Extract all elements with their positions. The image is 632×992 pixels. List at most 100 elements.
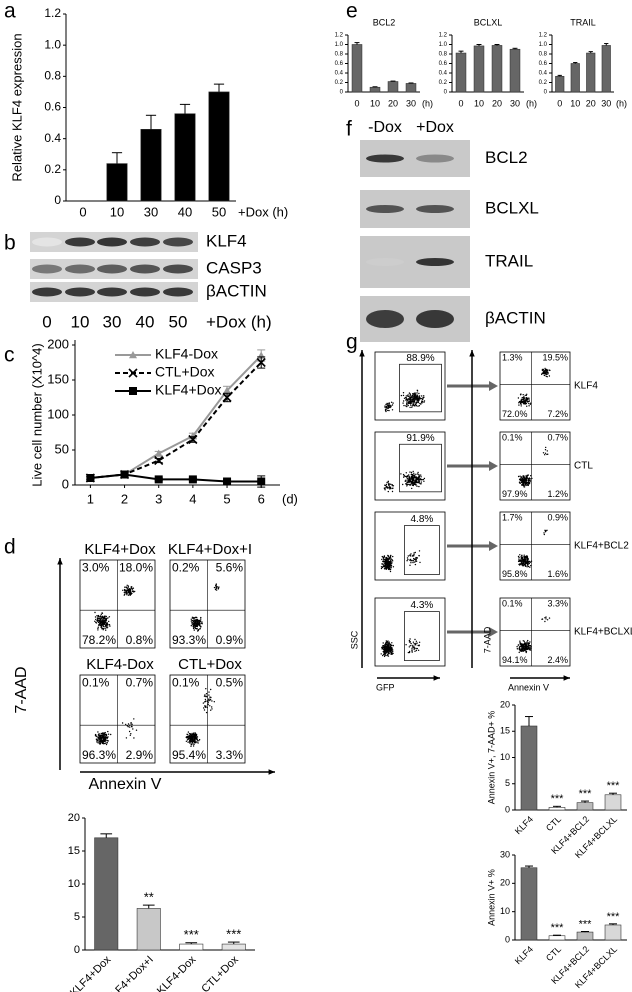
event-dot xyxy=(96,615,98,617)
event-dot xyxy=(524,479,527,482)
event-dot xyxy=(385,483,388,486)
event-dot xyxy=(412,393,414,395)
bar xyxy=(140,129,162,202)
flow-axis-label: 7-AAD xyxy=(482,626,492,653)
event-dot xyxy=(194,621,196,623)
bar xyxy=(570,63,580,93)
event-dot xyxy=(98,617,100,620)
event-dot xyxy=(416,398,418,401)
flow-row-label: CTL xyxy=(574,461,593,472)
event-dot xyxy=(127,585,130,587)
event-dot xyxy=(524,484,526,486)
quadrant-percent: 0.5% xyxy=(216,676,244,690)
event-dot xyxy=(384,558,386,560)
event-dot xyxy=(520,401,522,403)
chart-title: BCLXL xyxy=(474,17,503,27)
blot-band xyxy=(163,237,193,247)
event-dot xyxy=(104,627,106,630)
event-dot xyxy=(529,561,532,563)
y-tick-label: 15 xyxy=(68,845,80,857)
event-dot xyxy=(524,563,527,565)
y-tick-label: 0.4 xyxy=(335,71,344,77)
y-tick-label: 20 xyxy=(500,699,510,709)
event-dot xyxy=(519,482,521,484)
event-dot xyxy=(417,473,419,475)
event-dot xyxy=(411,559,413,562)
event-dot xyxy=(392,652,394,655)
gate-percent: 4.3% xyxy=(411,600,434,611)
event-dot xyxy=(96,617,99,619)
event-dot xyxy=(418,474,420,476)
event-dot xyxy=(203,707,205,709)
event-dot xyxy=(417,649,420,651)
event-dot xyxy=(549,369,551,372)
significance: *** xyxy=(184,927,199,942)
event-dot xyxy=(415,640,418,642)
event-dot xyxy=(522,394,524,396)
event-dot xyxy=(528,402,530,405)
event-dot xyxy=(200,616,202,619)
event-dot xyxy=(195,738,198,740)
event-dot xyxy=(408,483,410,486)
event-dot xyxy=(410,404,412,406)
y-tick-label: 30 xyxy=(500,849,510,859)
event-dot xyxy=(527,561,529,563)
event-dot xyxy=(410,555,412,557)
legend-label: CTL+Dox xyxy=(155,364,215,380)
event-dot xyxy=(194,626,196,628)
flow-title: KLF4-Dox xyxy=(86,656,154,673)
arrow-head xyxy=(359,350,365,357)
event-dot xyxy=(190,745,192,747)
event-dot xyxy=(518,560,521,562)
event-dot xyxy=(412,397,414,399)
event-dot xyxy=(390,401,393,403)
event-dot xyxy=(389,404,391,406)
event-dot xyxy=(385,556,387,559)
quadrant-percent: 95.8% xyxy=(502,569,528,579)
event-dot xyxy=(416,557,419,559)
event-dot xyxy=(389,406,391,409)
event-dot xyxy=(546,369,549,372)
event-dot xyxy=(529,566,531,568)
event-dot xyxy=(420,481,422,483)
y-tick-label: 0.8 xyxy=(439,52,448,58)
event-dot xyxy=(524,394,526,396)
bar xyxy=(548,807,566,811)
event-dot xyxy=(385,652,387,654)
event-dot xyxy=(403,475,405,477)
event-dot xyxy=(127,588,130,590)
blot-band xyxy=(416,258,454,266)
bar xyxy=(548,935,566,941)
event-dot xyxy=(94,611,96,614)
event-dot xyxy=(528,649,531,651)
event-dot xyxy=(413,476,415,478)
event-dot xyxy=(523,486,526,488)
y-tick-label: 0 xyxy=(444,90,448,96)
event-dot xyxy=(97,737,99,739)
event-dot xyxy=(103,742,106,745)
event-dot xyxy=(215,583,217,585)
event-dot xyxy=(196,618,198,621)
event-dot xyxy=(405,644,407,646)
event-dot xyxy=(187,736,189,738)
event-dot xyxy=(211,700,213,702)
x-tick-label: KLF4-Dox xyxy=(155,953,199,992)
quadrant-percent: 95.4% xyxy=(172,748,206,762)
event-dot xyxy=(391,649,394,651)
event-dot xyxy=(195,616,197,618)
event-dot xyxy=(421,400,424,403)
event-dot xyxy=(382,642,384,644)
event-dot xyxy=(409,638,411,640)
blot-band xyxy=(97,264,127,274)
event-dot xyxy=(196,621,198,623)
event-dot xyxy=(385,406,388,408)
event-dot xyxy=(411,483,413,485)
event-dot xyxy=(195,623,197,625)
y-tick-label: 0 xyxy=(54,193,61,207)
event-dot xyxy=(406,405,408,408)
event-dot xyxy=(527,639,529,642)
event-dot xyxy=(189,735,192,738)
blot-band xyxy=(163,264,193,274)
marker xyxy=(154,449,163,457)
event-dot xyxy=(415,647,417,650)
